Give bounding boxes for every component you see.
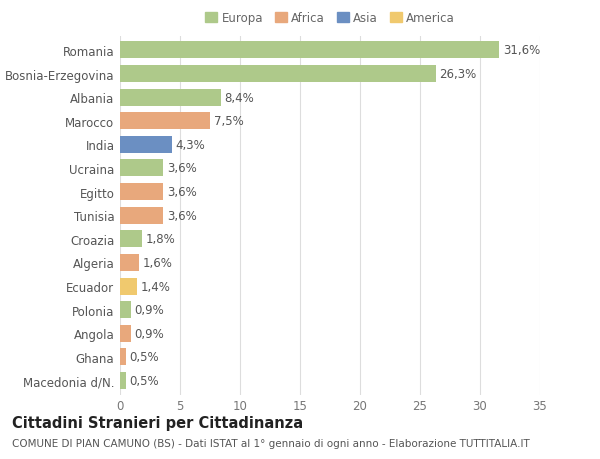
Bar xyxy=(120,348,126,365)
Text: 7,5%: 7,5% xyxy=(214,115,244,128)
Text: 3,6%: 3,6% xyxy=(167,209,197,222)
Bar xyxy=(120,113,210,130)
Text: 3,6%: 3,6% xyxy=(167,162,197,175)
Legend: Europa, Africa, Asia, America: Europa, Africa, Asia, America xyxy=(205,12,455,25)
Bar xyxy=(120,66,436,83)
Bar xyxy=(120,372,126,389)
Bar xyxy=(120,207,163,224)
Bar xyxy=(120,42,499,59)
Bar xyxy=(120,302,131,319)
Text: 8,4%: 8,4% xyxy=(224,91,254,105)
Text: 26,3%: 26,3% xyxy=(439,68,476,81)
Text: 1,6%: 1,6% xyxy=(143,257,173,269)
Bar xyxy=(120,137,172,154)
Text: 1,8%: 1,8% xyxy=(145,233,175,246)
Bar xyxy=(120,278,137,295)
Bar xyxy=(120,184,163,201)
Bar xyxy=(120,160,163,177)
Text: 0,5%: 0,5% xyxy=(130,351,159,364)
Text: 0,5%: 0,5% xyxy=(130,374,159,387)
Text: 3,6%: 3,6% xyxy=(167,186,197,199)
Bar xyxy=(120,325,131,342)
Text: COMUNE DI PIAN CAMUNO (BS) - Dati ISTAT al 1° gennaio di ogni anno - Elaborazion: COMUNE DI PIAN CAMUNO (BS) - Dati ISTAT … xyxy=(12,438,530,448)
Bar xyxy=(120,231,142,248)
Bar xyxy=(120,90,221,106)
Bar xyxy=(120,254,139,271)
Text: 4,3%: 4,3% xyxy=(175,139,205,151)
Text: 0,9%: 0,9% xyxy=(134,327,164,340)
Text: 1,4%: 1,4% xyxy=(140,280,170,293)
Text: Cittadini Stranieri per Cittadinanza: Cittadini Stranieri per Cittadinanza xyxy=(12,415,303,431)
Text: 0,9%: 0,9% xyxy=(134,303,164,316)
Text: 31,6%: 31,6% xyxy=(503,45,540,57)
